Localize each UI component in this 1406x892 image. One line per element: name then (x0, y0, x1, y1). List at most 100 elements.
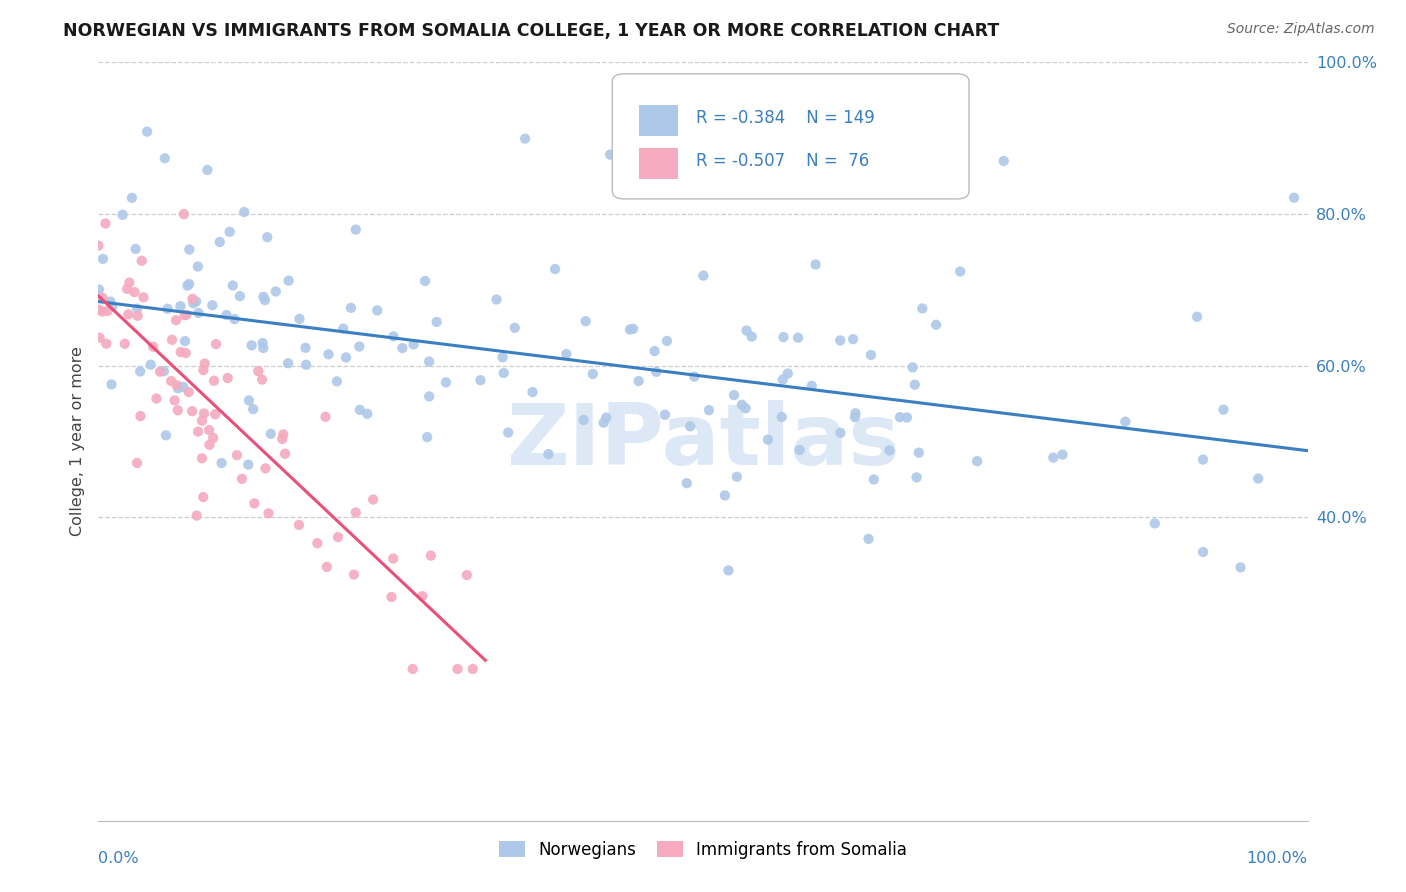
Point (800, 379, 823, 393)
Point (380, 590, 402, 604)
Point (97, 304, 120, 318)
Point (904, 377, 927, 392)
Point (896, 410, 918, 425)
Point (349, 339, 371, 353)
Y-axis label: College, 1 year or more: College, 1 year or more (69, 347, 84, 536)
Point (1185, 310, 1208, 324)
Point (89, 302, 111, 317)
Point (142, 340, 165, 354)
Point (595, 410, 617, 425)
Point (264, 285, 287, 299)
Point (491, 351, 513, 365)
Point (165, 313, 187, 327)
Point (115, 282, 138, 296)
Point (252, 290, 274, 304)
Point (456, 568, 478, 582)
Point (645, 365, 668, 379)
Point (416, 430, 439, 444)
Point (201, 298, 224, 312)
Point (172, 380, 194, 394)
Point (273, 427, 295, 442)
Point (644, 344, 666, 359)
Point (127, 309, 149, 323)
Point (111, 208, 134, 222)
Point (725, 469, 748, 483)
Point (735, 324, 758, 338)
Point (160, 374, 183, 388)
Point (177, 384, 200, 399)
Point (226, 448, 249, 462)
Point (183, 296, 205, 310)
Text: NORWEGIAN VS IMMIGRANTS FROM SOMALIA COLLEGE, 1 YEAR OR MORE CORRELATION CHART: NORWEGIAN VS IMMIGRANTS FROM SOMALIA COL… (63, 22, 1000, 40)
Point (692, 268, 714, 283)
Point (253, 293, 276, 308)
Point (772, 330, 794, 344)
Point (419, 549, 441, 563)
FancyBboxPatch shape (613, 74, 969, 199)
Point (204, 407, 226, 421)
Point (697, 403, 720, 417)
Point (118, 276, 141, 290)
Point (344, 222, 367, 236)
Point (211, 456, 233, 470)
Point (247, 364, 270, 378)
Point (446, 662, 468, 676)
Point (166, 403, 188, 417)
Point (198, 438, 221, 452)
Point (1247, 472, 1270, 486)
Point (155, 428, 177, 442)
Point (184, 294, 207, 309)
Point (905, 470, 928, 484)
Point (993, 154, 1015, 169)
Point (217, 371, 239, 385)
Point (271, 432, 294, 446)
Point (191, 414, 214, 428)
Point (153, 151, 176, 165)
Point (231, 472, 253, 486)
Point (844, 406, 866, 420)
Point (879, 443, 901, 458)
Point (830, 425, 852, 440)
Point (908, 445, 931, 459)
Point (307, 536, 329, 550)
Point (582, 367, 605, 381)
Point (132, 290, 155, 304)
Point (117, 308, 139, 322)
Point (136, 125, 159, 139)
Point (233, 205, 256, 219)
Point (153, 364, 176, 378)
Point (295, 358, 318, 372)
FancyBboxPatch shape (638, 148, 678, 179)
Point (572, 413, 595, 427)
Point (862, 473, 884, 487)
Point (366, 303, 388, 318)
Point (187, 306, 209, 320)
Point (187, 260, 209, 274)
Point (243, 496, 266, 510)
Point (470, 373, 492, 387)
Point (858, 532, 880, 546)
Point (361, 492, 384, 507)
Point (859, 348, 882, 362)
Point (461, 662, 484, 676)
Point (418, 389, 440, 403)
Point (1143, 516, 1166, 531)
Point (256, 230, 278, 244)
Point (654, 408, 676, 422)
Point (257, 507, 280, 521)
Point (391, 341, 413, 355)
Point (503, 320, 526, 334)
Point (224, 312, 246, 326)
Point (326, 530, 349, 544)
Point (1114, 415, 1136, 429)
Point (675, 476, 697, 491)
Point (717, 564, 740, 578)
Point (619, 322, 641, 336)
Point (156, 301, 179, 316)
Point (288, 517, 311, 532)
Point (198, 423, 221, 437)
Point (776, 367, 799, 381)
Point (121, 191, 143, 205)
Point (254, 461, 277, 475)
Point (131, 253, 153, 268)
